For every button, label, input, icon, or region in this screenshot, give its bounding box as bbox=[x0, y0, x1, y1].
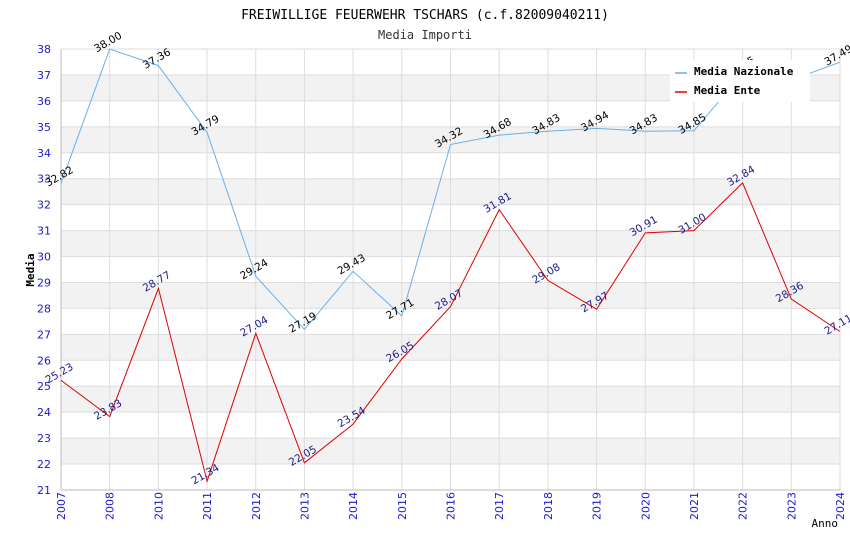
x-tick-label: 2010 bbox=[152, 492, 165, 520]
y-tick-label: 37 bbox=[37, 69, 51, 82]
y-tick-label: 22 bbox=[37, 458, 51, 471]
x-axis-label: Anno bbox=[812, 517, 839, 530]
x-tick-label: 2007 bbox=[55, 492, 68, 520]
legend-label-media-nazionale: Media Nazionale bbox=[694, 65, 794, 78]
y-tick-label: 29 bbox=[37, 276, 51, 289]
y-tick-label: 33 bbox=[37, 173, 51, 186]
legend-label-media-ente: Media Ente bbox=[694, 84, 761, 97]
y-tick-label: 31 bbox=[37, 225, 51, 238]
series-line-media-ente bbox=[60, 182, 841, 483]
x-tick-label: 2017 bbox=[493, 492, 506, 520]
grid-lines bbox=[60, 48, 841, 491]
y-tick-label: 26 bbox=[37, 354, 51, 367]
x-tick-label: 2018 bbox=[542, 492, 555, 520]
legend: Media Nazionale Media Ente bbox=[670, 60, 810, 102]
series-lines bbox=[60, 48, 841, 483]
y-tick-label: 38 bbox=[37, 43, 51, 56]
x-tick-label: 2019 bbox=[591, 492, 604, 520]
y-tick-label: 35 bbox=[37, 121, 51, 134]
axes bbox=[60, 49, 840, 491]
x-tick-label: 2014 bbox=[347, 492, 360, 520]
x-tick-label: 2020 bbox=[639, 492, 652, 520]
x-tick-labels: 2007 2008 2010 2011 2012 2013 2014 2015 2016 2017… bbox=[55, 492, 847, 520]
y-tick-label: 23 bbox=[37, 432, 51, 445]
x-tick-label: 2023 bbox=[785, 492, 798, 520]
y-tick-label: 24 bbox=[37, 406, 51, 419]
x-tick-label: 2011 bbox=[201, 492, 214, 520]
series-line-media-nazionale bbox=[60, 48, 841, 331]
x-tick-label: 2021 bbox=[688, 492, 701, 520]
y-tick-label: 21 bbox=[37, 484, 51, 497]
x-tick-label: 2008 bbox=[104, 492, 117, 520]
y-tick-label: 34 bbox=[37, 147, 51, 160]
chart-subtitle: Media Importi bbox=[378, 28, 472, 42]
x-tick-label: 2016 bbox=[445, 492, 458, 520]
y-tick-label: 30 bbox=[37, 251, 51, 264]
x-tick-label: 2012 bbox=[250, 492, 263, 520]
y-tick-label: 28 bbox=[37, 302, 51, 315]
x-tick-label: 2015 bbox=[396, 492, 409, 520]
chart-title: FREIWILLIGE FEUERWEHR TSCHARS (c.f.82009… bbox=[241, 8, 609, 23]
y-tick-label: 25 bbox=[37, 380, 51, 393]
y-tick-labels: 21 22 23 24 25 26 27 28 29 30 31 32 33 34 35 36 37 38 bbox=[37, 43, 51, 497]
y-tick-label: 32 bbox=[37, 199, 51, 212]
x-tick-label: 2013 bbox=[298, 492, 311, 520]
x-tick-label: 2024 bbox=[834, 492, 847, 520]
y-tick-label: 36 bbox=[37, 95, 51, 108]
y-axis-label: Media bbox=[24, 253, 37, 286]
legend-box bbox=[670, 60, 810, 102]
y-tick-label: 27 bbox=[37, 328, 51, 341]
x-tick-label: 2022 bbox=[737, 492, 750, 520]
